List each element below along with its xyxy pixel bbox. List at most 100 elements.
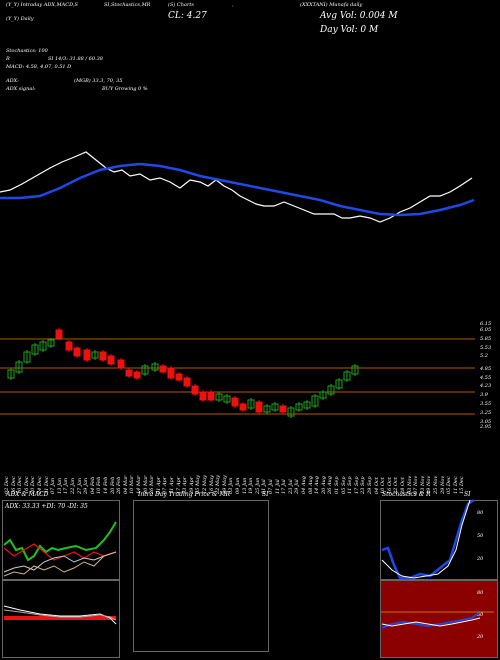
- intraday-panel-title: Intra Day Trading Price & MR: [138, 491, 231, 498]
- candle-body: [125, 369, 133, 377]
- candle-body: [133, 371, 141, 379]
- price-axis-label: 5.53: [480, 345, 492, 351]
- avg-volume: Avg Vol: 0.004 M: [320, 11, 398, 21]
- candle-body: [223, 395, 231, 403]
- adx-secondary-line: [3, 551, 117, 577]
- header-comma: ,: [232, 2, 234, 8]
- stoch-panel: [380, 500, 498, 580]
- stoch-si-label: SI: [464, 491, 471, 498]
- candle-body: [231, 397, 239, 407]
- candle-body: [7, 369, 15, 379]
- header-indicators-text-2: SI,Stochastics,MR: [104, 2, 151, 8]
- candle-body: [343, 371, 351, 381]
- candle-body: [107, 355, 115, 365]
- stoch-axis-20: 20: [477, 556, 484, 562]
- candle-body: [319, 391, 327, 399]
- adx-signal-label: ADX signal:: [6, 86, 36, 92]
- candle-body: [167, 367, 175, 379]
- candle-body: [151, 363, 159, 371]
- price-axis-label: 3.05: [480, 419, 492, 425]
- candle-body: [263, 405, 271, 413]
- candle-body: [239, 403, 247, 411]
- rsi-axis-20: 20: [477, 634, 484, 640]
- rsi-axis-50: 50: [477, 612, 484, 618]
- candle-body: [99, 351, 107, 361]
- macd-panel: [2, 580, 120, 658]
- price-axis-label: 3.55: [480, 401, 492, 407]
- candle-body: [279, 405, 287, 413]
- candle-body: [199, 391, 207, 401]
- candle-body: [15, 361, 23, 373]
- candle-body: [23, 351, 31, 363]
- price-axis-label: 4.23: [480, 383, 492, 389]
- price-axis-label: 5.85: [480, 336, 492, 342]
- adx-panel: [2, 500, 120, 580]
- candle-body: [207, 391, 215, 401]
- candle-body: [39, 341, 47, 351]
- stoch-axis-50: 50: [477, 533, 484, 539]
- ema-line: [0, 162, 475, 217]
- symbol-label: (XXXTANI) Munafa daily: [300, 2, 363, 8]
- stoch-k-line: [381, 498, 475, 580]
- stochastics-value: Stochastics: 100: [6, 48, 48, 54]
- candle-body: [287, 407, 295, 417]
- intraday-panel: [133, 500, 269, 652]
- candle-body: [295, 403, 303, 411]
- candle-body: [183, 377, 191, 387]
- candle-body: [303, 401, 311, 409]
- adx-values: (MGB) 33.3, 70, 35: [74, 78, 123, 84]
- rsi-r-label: R: [6, 56, 10, 62]
- stoch-d-line: [381, 499, 471, 579]
- day-volume: Day Vol: 0 M: [320, 25, 379, 35]
- candle-body: [73, 347, 81, 357]
- plus-di-line: [3, 551, 117, 573]
- price-axis-label: 6.15: [480, 321, 492, 327]
- candle-body: [65, 341, 73, 351]
- price-axis-label: 5.2: [480, 353, 488, 359]
- candle-body: [191, 385, 199, 395]
- candle-body: [175, 373, 183, 381]
- candle-body: [351, 365, 359, 375]
- price-axis-label: 4.55: [480, 375, 492, 381]
- candle-body: [311, 395, 319, 407]
- header-indicators-text: (Y_Y) Intraday ADX,MACD,S: [6, 2, 78, 8]
- candle-body: [117, 359, 125, 369]
- candle-body: [215, 393, 223, 401]
- daily-label: (Y_Y) Daily: [6, 16, 34, 22]
- header-charts-text: (S) Charts: [168, 2, 194, 8]
- rsi-panel: [380, 580, 498, 658]
- candle-body: [83, 349, 91, 361]
- candle-body: [31, 344, 39, 355]
- candle-body: [141, 365, 149, 375]
- adx-label: ADX:: [6, 78, 19, 84]
- price-line: [0, 151, 473, 223]
- macd-signal-line: [3, 609, 117, 621]
- price-axis-label: 6.05: [480, 327, 492, 333]
- candle-body: [327, 385, 335, 395]
- candle-body: [335, 379, 343, 389]
- buy-signal: BUY Growing 0 %: [102, 86, 148, 92]
- rsi-value: SI 14/3: 31.88 / 60.38: [48, 56, 103, 62]
- adx-line: [3, 521, 117, 562]
- macd-value: MACD: 4.58, 4.07, 0.51 D: [6, 64, 72, 70]
- stoch-panel-title: Stochastics & R: [382, 491, 431, 498]
- candle-body: [47, 339, 55, 347]
- stoch-axis-80: 80: [477, 510, 484, 516]
- macd-line: [3, 605, 117, 625]
- candle-body: [91, 351, 99, 359]
- candle-body: [159, 365, 167, 373]
- adx-panel-values: ADX: 33.33 +DI: 70 -DI: 35: [5, 503, 88, 510]
- candle-body: [55, 329, 63, 339]
- price-axis-label: 3.25: [480, 410, 492, 416]
- minus-di-line: [3, 543, 117, 561]
- candle-body: [247, 399, 255, 409]
- intraday-si-label: SI: [262, 491, 269, 498]
- close-price: CL: 4.27: [168, 11, 207, 21]
- rsi-signal-line: [381, 617, 481, 627]
- price-axis-label: 2.95: [480, 424, 492, 430]
- candle-body: [255, 401, 263, 413]
- price-axis-label: 4.85: [480, 366, 492, 372]
- price-axis-label: 3.9: [480, 392, 488, 398]
